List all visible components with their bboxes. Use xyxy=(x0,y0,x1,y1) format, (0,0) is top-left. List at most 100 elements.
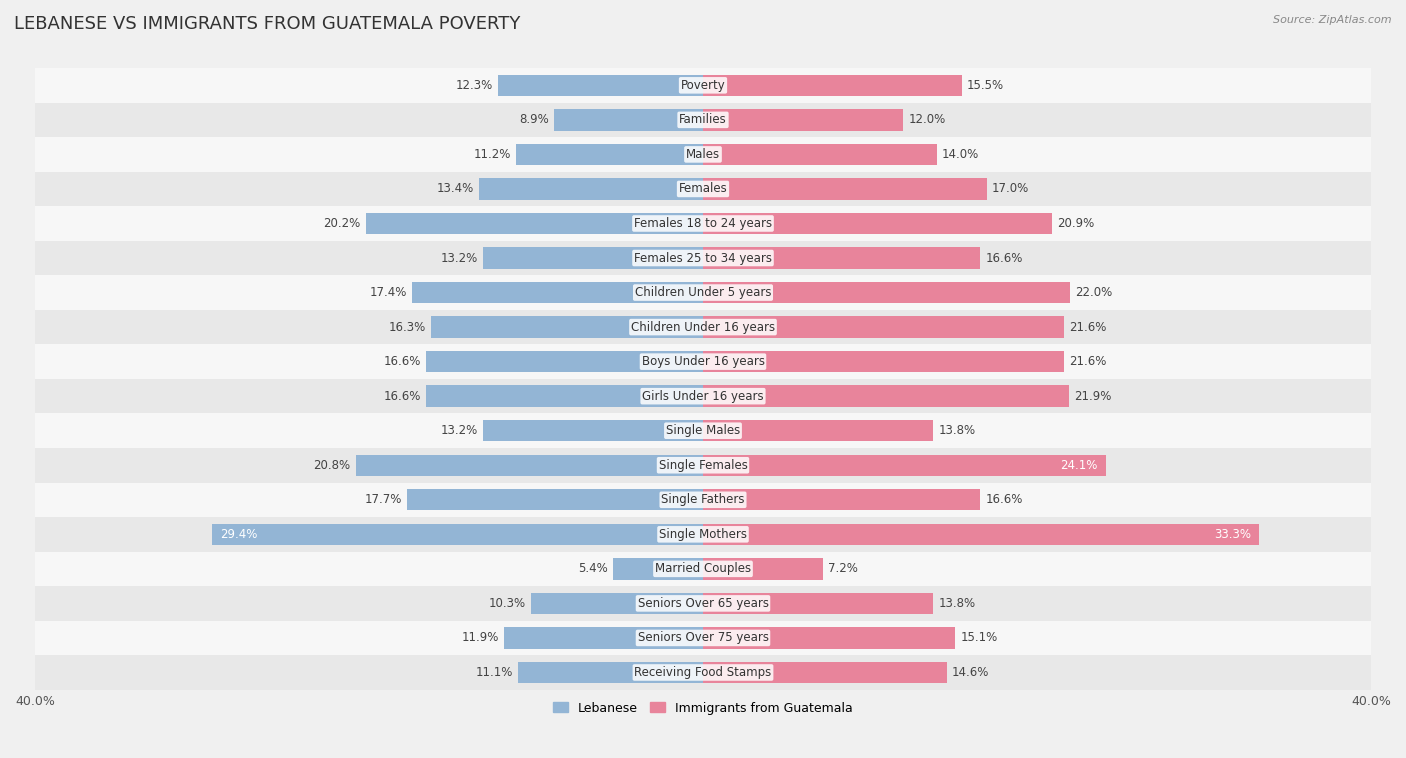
Text: 15.1%: 15.1% xyxy=(960,631,997,644)
Text: Receiving Food Stamps: Receiving Food Stamps xyxy=(634,666,772,679)
Bar xyxy=(430,316,703,338)
Bar xyxy=(703,662,946,683)
Text: 14.6%: 14.6% xyxy=(952,666,990,679)
Bar xyxy=(703,524,1260,545)
Bar xyxy=(703,627,955,649)
Bar xyxy=(35,586,1371,621)
Bar xyxy=(703,386,1069,407)
Bar xyxy=(366,213,703,234)
Text: 15.5%: 15.5% xyxy=(967,79,1004,92)
Text: 24.1%: 24.1% xyxy=(1060,459,1097,471)
Bar xyxy=(703,74,962,96)
Text: 22.0%: 22.0% xyxy=(1076,286,1112,299)
Text: Females 25 to 34 years: Females 25 to 34 years xyxy=(634,252,772,265)
Text: Families: Families xyxy=(679,114,727,127)
Bar xyxy=(482,420,703,441)
Bar xyxy=(703,455,1105,476)
Text: 13.8%: 13.8% xyxy=(938,424,976,437)
Text: 12.0%: 12.0% xyxy=(908,114,946,127)
Bar xyxy=(35,552,1371,586)
Bar xyxy=(703,351,1064,372)
Bar xyxy=(703,558,824,580)
Bar xyxy=(35,621,1371,655)
Text: 12.3%: 12.3% xyxy=(456,79,492,92)
Bar xyxy=(554,109,703,130)
Bar xyxy=(426,386,703,407)
Text: 21.6%: 21.6% xyxy=(1069,321,1107,334)
Legend: Lebanese, Immigrants from Guatemala: Lebanese, Immigrants from Guatemala xyxy=(553,702,853,715)
Bar xyxy=(516,144,703,165)
Text: Boys Under 16 years: Boys Under 16 years xyxy=(641,356,765,368)
Text: 16.6%: 16.6% xyxy=(986,252,1022,265)
Bar xyxy=(35,310,1371,344)
Text: Single Males: Single Males xyxy=(666,424,740,437)
Text: 5.4%: 5.4% xyxy=(578,562,607,575)
Bar xyxy=(35,655,1371,690)
Text: Children Under 5 years: Children Under 5 years xyxy=(634,286,772,299)
Bar xyxy=(498,74,703,96)
Bar xyxy=(517,662,703,683)
Text: 17.7%: 17.7% xyxy=(366,493,402,506)
Bar xyxy=(412,282,703,303)
Text: 13.2%: 13.2% xyxy=(440,424,478,437)
Text: Seniors Over 65 years: Seniors Over 65 years xyxy=(637,597,769,610)
Bar xyxy=(212,524,703,545)
Bar xyxy=(35,171,1371,206)
Text: Source: ZipAtlas.com: Source: ZipAtlas.com xyxy=(1274,15,1392,25)
Bar xyxy=(703,420,934,441)
Text: 21.9%: 21.9% xyxy=(1074,390,1111,402)
Bar xyxy=(703,178,987,199)
Text: 8.9%: 8.9% xyxy=(520,114,550,127)
Bar xyxy=(703,109,904,130)
Bar xyxy=(505,627,703,649)
Text: 20.2%: 20.2% xyxy=(323,217,360,230)
Bar xyxy=(35,517,1371,552)
Text: 29.4%: 29.4% xyxy=(221,528,257,540)
Text: 21.6%: 21.6% xyxy=(1069,356,1107,368)
Bar xyxy=(703,316,1064,338)
Bar xyxy=(703,213,1052,234)
Text: 13.2%: 13.2% xyxy=(440,252,478,265)
Text: 11.9%: 11.9% xyxy=(461,631,499,644)
Bar xyxy=(35,206,1371,241)
Text: Poverty: Poverty xyxy=(681,79,725,92)
Text: 16.6%: 16.6% xyxy=(384,390,420,402)
Text: Females: Females xyxy=(679,183,727,196)
Text: 13.8%: 13.8% xyxy=(938,597,976,610)
Text: 17.4%: 17.4% xyxy=(370,286,408,299)
Bar xyxy=(531,593,703,614)
Bar xyxy=(35,102,1371,137)
Bar xyxy=(703,593,934,614)
Bar xyxy=(35,275,1371,310)
Text: 33.3%: 33.3% xyxy=(1213,528,1251,540)
Bar xyxy=(35,68,1371,102)
Text: 16.6%: 16.6% xyxy=(384,356,420,368)
Bar xyxy=(356,455,703,476)
Bar xyxy=(479,178,703,199)
Text: 10.3%: 10.3% xyxy=(489,597,526,610)
Bar xyxy=(35,483,1371,517)
Text: Single Fathers: Single Fathers xyxy=(661,493,745,506)
Text: 16.6%: 16.6% xyxy=(986,493,1022,506)
Bar xyxy=(35,448,1371,483)
Text: Single Females: Single Females xyxy=(658,459,748,471)
Bar xyxy=(35,137,1371,171)
Text: LEBANESE VS IMMIGRANTS FROM GUATEMALA POVERTY: LEBANESE VS IMMIGRANTS FROM GUATEMALA PO… xyxy=(14,15,520,33)
Text: 11.2%: 11.2% xyxy=(474,148,510,161)
Bar xyxy=(35,241,1371,275)
Text: Girls Under 16 years: Girls Under 16 years xyxy=(643,390,763,402)
Bar xyxy=(35,379,1371,413)
Bar xyxy=(35,413,1371,448)
Text: Single Mothers: Single Mothers xyxy=(659,528,747,540)
Bar xyxy=(35,344,1371,379)
Bar xyxy=(703,282,1070,303)
Bar xyxy=(703,489,980,510)
Text: Males: Males xyxy=(686,148,720,161)
Text: Females 18 to 24 years: Females 18 to 24 years xyxy=(634,217,772,230)
Text: Married Couples: Married Couples xyxy=(655,562,751,575)
Text: 11.1%: 11.1% xyxy=(475,666,513,679)
Text: Children Under 16 years: Children Under 16 years xyxy=(631,321,775,334)
Bar xyxy=(426,351,703,372)
Text: 20.8%: 20.8% xyxy=(314,459,350,471)
Bar xyxy=(703,144,936,165)
